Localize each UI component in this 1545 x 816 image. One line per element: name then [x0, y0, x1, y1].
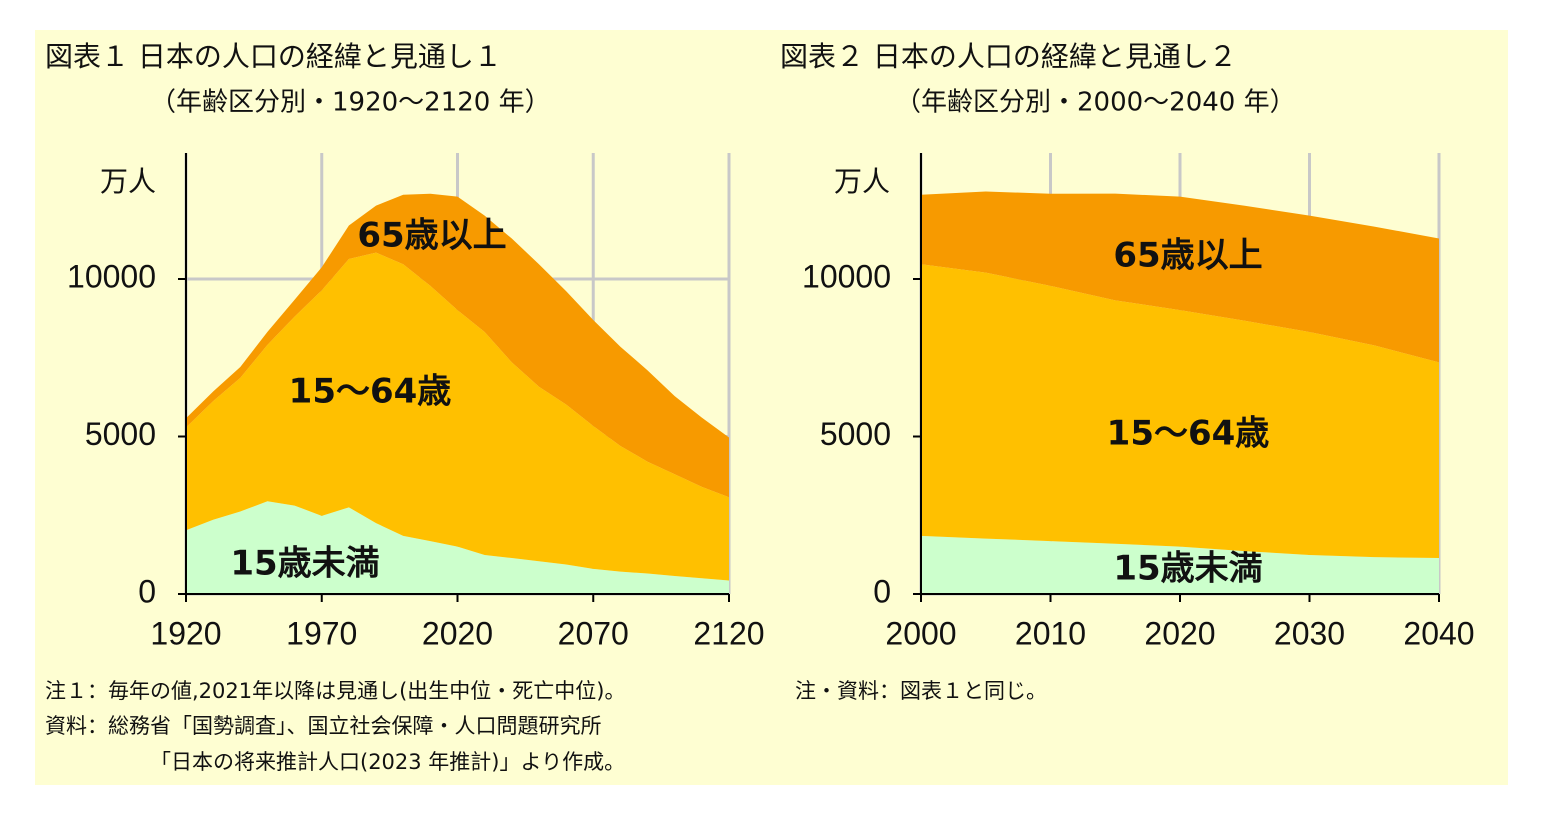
y-tick-label: 0 [138, 573, 156, 609]
x-tick-label: 1970 [286, 615, 357, 651]
area-label: 15歳未満 [1113, 549, 1262, 589]
area-label: 15歳未満 [230, 544, 379, 584]
area [186, 193, 729, 498]
y-tick-label: 10000 [802, 258, 891, 294]
y-tick-label: 5000 [820, 416, 891, 452]
area [921, 264, 1439, 559]
x-tick-label: 2120 [693, 615, 764, 651]
area-label: 15～64歳 [289, 372, 452, 412]
note: 資料：総務省「国勢調査」、国立社会保障・人口問題研究所 [45, 714, 602, 738]
area-label: 15～64歳 [1107, 414, 1270, 454]
area [186, 501, 729, 594]
note: 注・資料：図表１と同じ。 [795, 679, 1047, 703]
x-tick-label: 2020 [1144, 615, 1215, 651]
y-axis-label: 万人 [834, 165, 890, 198]
chart-subtitle: （年齢区分別・2000～2040 年） [895, 88, 1296, 118]
y-tick-label: 5000 [85, 416, 156, 452]
x-tick-label: 1920 [150, 615, 221, 651]
y-tick-label: 0 [873, 573, 891, 609]
area [186, 252, 729, 581]
x-tick-label: 2030 [1274, 615, 1345, 651]
chart-title: 図表２ 日本の人口の経緯と見通し２ [780, 40, 1237, 73]
area [921, 535, 1439, 594]
area [921, 191, 1439, 363]
x-tick-label: 2040 [1403, 615, 1474, 651]
x-tick-label: 2020 [422, 615, 493, 651]
x-tick-label: 2010 [1015, 615, 1086, 651]
note: 注１：毎年の値,2021年以降は見通し(出生中位・死亡中位)。 [45, 679, 626, 703]
area-label: 65歳以上 [357, 216, 506, 256]
area-label: 65歳以上 [1113, 236, 1262, 276]
note: 「日本の将来推計人口(2023 年推計)」より作成。 [150, 750, 625, 774]
y-axis-label: 万人 [100, 165, 156, 198]
y-tick-label: 10000 [67, 258, 156, 294]
chart-subtitle: （年齢区分別・1920～2120 年） [150, 88, 551, 118]
chart-title: 図表１ 日本の人口の経緯と見通し１ [45, 40, 502, 73]
x-tick-label: 2070 [558, 615, 629, 651]
x-tick-label: 2000 [885, 615, 956, 651]
